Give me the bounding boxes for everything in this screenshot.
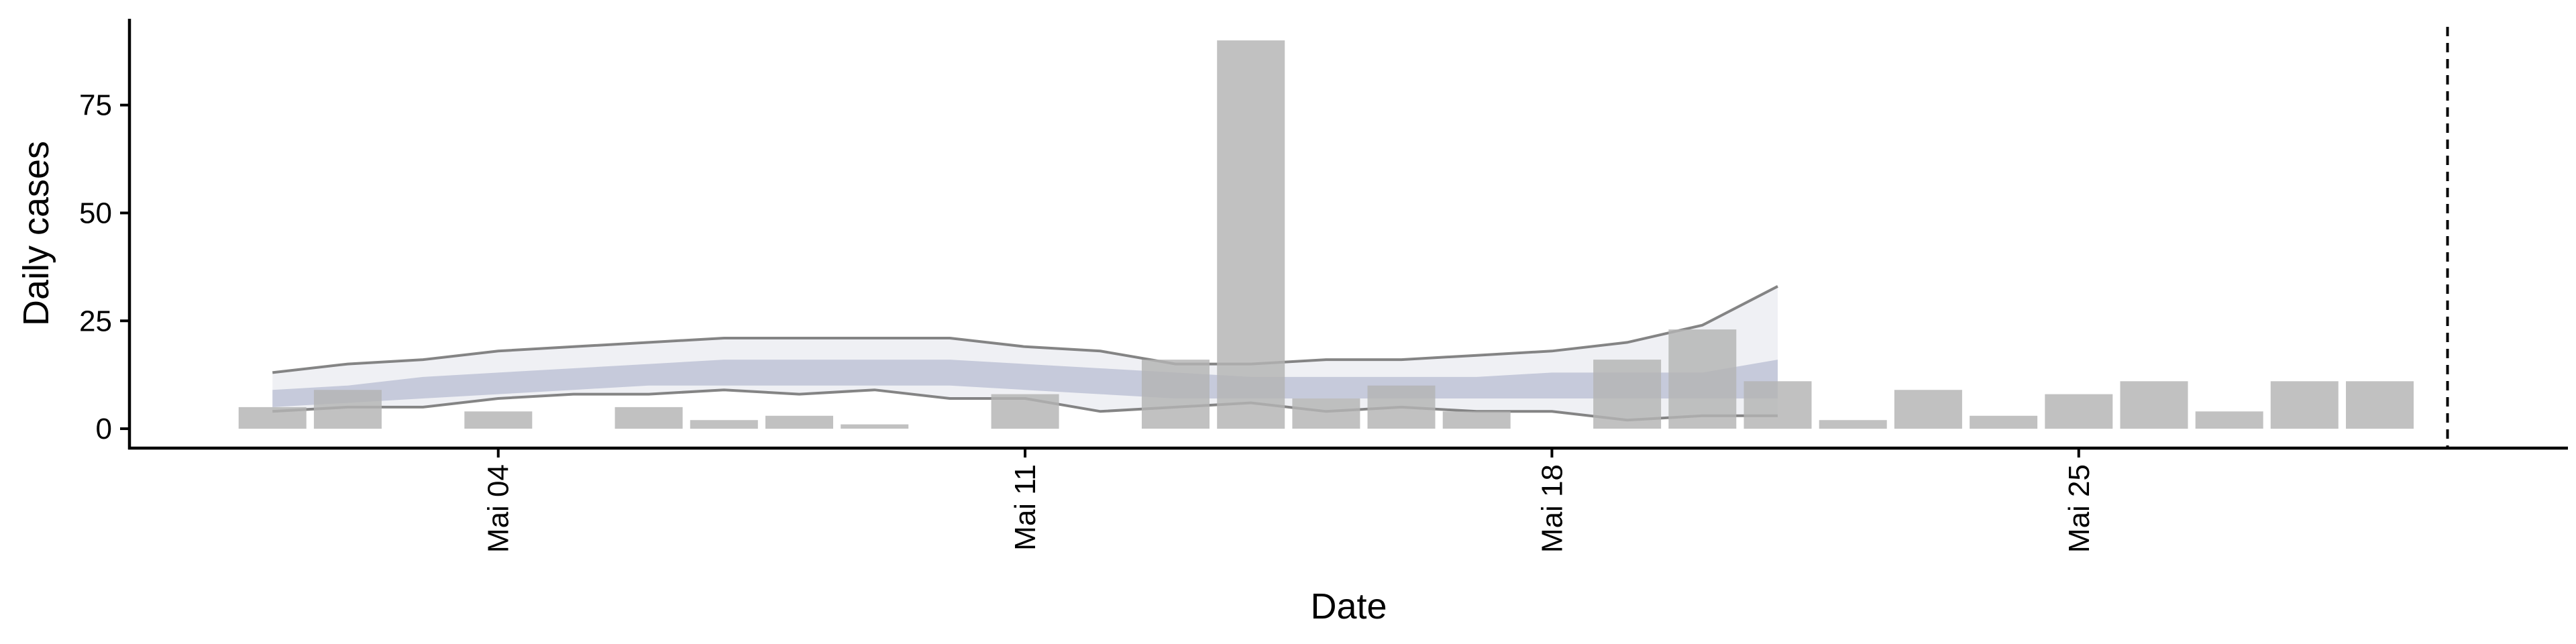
bar [2346, 381, 2414, 429]
plot-area [238, 27, 2449, 448]
y-axis-ticks: 0 25 50 75 [79, 89, 129, 445]
x-tick-label: Mai 04 [482, 464, 515, 553]
bar [765, 415, 833, 429]
bar [238, 407, 307, 429]
bar [991, 394, 1059, 429]
bar [2270, 381, 2339, 429]
y-tick-label: 50 [79, 197, 112, 229]
bar [2120, 381, 2188, 429]
bar [1970, 415, 2038, 429]
bar [313, 390, 382, 429]
bar [1442, 411, 1511, 429]
x-axis-title: Date [1310, 586, 1387, 627]
bars-series [238, 40, 2414, 429]
bar [1367, 385, 1436, 429]
bar [690, 420, 758, 429]
bar [1593, 360, 1662, 429]
y-tick-label: 75 [79, 89, 112, 122]
bar [1743, 381, 1812, 429]
bar [1894, 390, 1962, 429]
x-axis-ticks: Mai 04 Mai 11 Mai 18 Mai 25 [482, 448, 2096, 553]
bar [1217, 40, 1285, 429]
x-tick-label: Mai 18 [1536, 464, 1568, 553]
bar [1819, 420, 1887, 429]
bar [2195, 411, 2263, 429]
y-tick-label: 25 [79, 305, 112, 337]
bar [2045, 394, 2113, 429]
bar [464, 411, 533, 429]
estimate-upper-line [272, 285, 1778, 374]
bar [1142, 360, 1210, 429]
y-tick-label: 0 [96, 413, 112, 445]
y-axis-title: Daily cases [16, 141, 56, 326]
bar [1292, 398, 1360, 429]
axes: 0 25 50 75 Mai 04 Mai 11 Mai 18 Mai 25 [79, 19, 2568, 553]
x-tick-label: Mai 25 [2063, 464, 2096, 553]
bar [614, 407, 683, 429]
bar [1668, 329, 1737, 429]
bar [841, 424, 909, 429]
x-tick-label: Mai 11 [1009, 464, 1042, 551]
